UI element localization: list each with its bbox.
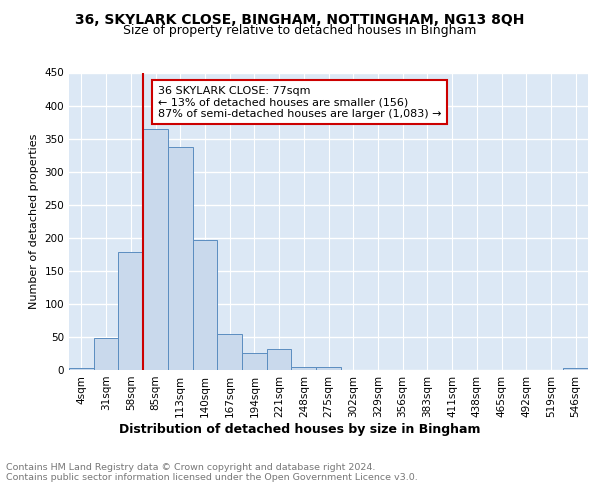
Bar: [118, 252, 143, 370]
Bar: [143, 128, 168, 370]
Bar: [563, 368, 588, 370]
Bar: [193, 240, 217, 370]
Y-axis label: Number of detached properties: Number of detached properties: [29, 134, 39, 309]
Text: 36, SKYLARK CLOSE, BINGHAM, NOTTINGHAM, NG13 8QH: 36, SKYLARK CLOSE, BINGHAM, NOTTINGHAM, …: [76, 12, 524, 26]
Bar: [94, 338, 118, 370]
Bar: [267, 349, 292, 370]
Bar: [69, 368, 94, 370]
Text: 36 SKYLARK CLOSE: 77sqm
← 13% of detached houses are smaller (156)
87% of semi-d: 36 SKYLARK CLOSE: 77sqm ← 13% of detache…: [158, 86, 442, 119]
Bar: [217, 334, 242, 370]
Bar: [242, 353, 267, 370]
Bar: [168, 146, 193, 370]
Bar: [316, 366, 341, 370]
Bar: [292, 366, 316, 370]
Text: Contains HM Land Registry data © Crown copyright and database right 2024.
Contai: Contains HM Land Registry data © Crown c…: [6, 462, 418, 482]
Text: Distribution of detached houses by size in Bingham: Distribution of detached houses by size …: [119, 422, 481, 436]
Text: Size of property relative to detached houses in Bingham: Size of property relative to detached ho…: [124, 24, 476, 37]
